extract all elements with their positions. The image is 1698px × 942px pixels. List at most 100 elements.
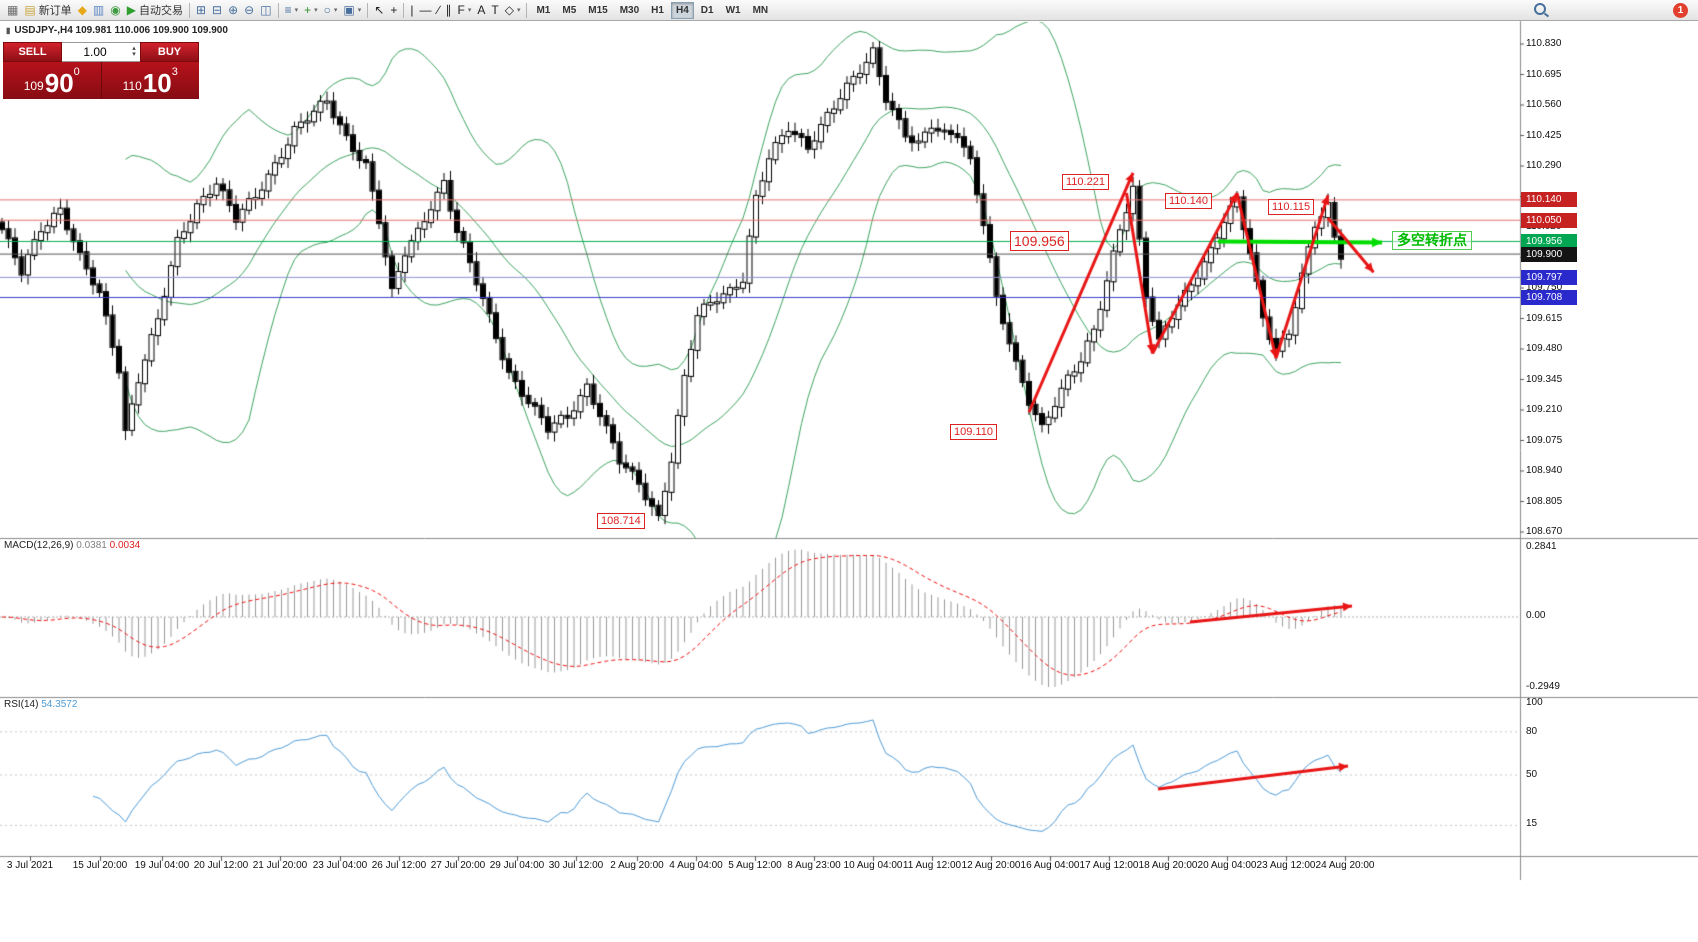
new-order-button-label: 新订单	[38, 5, 72, 17]
dropdown-arrow-icon: ▾	[333, 7, 338, 14]
period-clock-icon[interactable]: ○ ▾	[321, 1, 341, 19]
auto-trading-button[interactable]: ▶ 自动交易	[124, 1, 186, 19]
chart-shift-icon[interactable]: ▣ ▾	[340, 1, 364, 19]
time-axis-label: 20 Aug 04:00	[1197, 860, 1257, 871]
volume-up-icon[interactable]: ▴	[132, 45, 136, 52]
dropdown-arrow-icon: ▾	[516, 7, 521, 14]
trade-panel-top-row: SELL ▴ ▾ BUY	[3, 42, 199, 62]
chart-type-icon[interactable]: ≡ ▾	[282, 1, 302, 19]
search-icon[interactable]	[1531, 1, 1553, 19]
fibonacci-icon: F	[457, 3, 465, 17]
price-callout[interactable]: 110.221	[1062, 174, 1109, 190]
crosshair-icon: +	[390, 3, 398, 17]
symbol-ohlc-text: USDJPY-,H4 109.981 110.006 109.900 109.9…	[14, 25, 228, 36]
chart-window-icon[interactable]: ▦	[4, 1, 21, 19]
timeframe-h1[interactable]: H1	[646, 2, 669, 19]
price-badge: 109.797	[1521, 269, 1577, 285]
auto-trading-button-label: 自动交易	[138, 5, 183, 17]
templates-icon: ⊟	[212, 3, 223, 17]
macd-indicator-label: MACD(12,26,9) 0.0381 0.0034	[4, 540, 141, 551]
price-axis-label: 110.695	[1526, 68, 1562, 80]
price-axis-label: 109.075	[1526, 434, 1563, 446]
shapes-icon: ◇	[504, 3, 514, 17]
macd-axis-label: -0.2949	[1526, 681, 1560, 692]
price-divider	[100, 62, 102, 99]
buy-button[interactable]: BUY	[140, 42, 199, 62]
period-clock-icon: ○	[323, 3, 331, 17]
time-axis-label: 3 Jul 2021	[6, 860, 54, 871]
dropdown-arrow-icon: ▾	[467, 7, 472, 14]
toolbar: ▦ ▤ 新订单 ◆ ▥ ◉ ▶ 自动交易 ⊞ ⊟ ⊕ ⊖ ◫ ≡ ▾ + ▾ ○ ▾ ▣ ▾ ↖ + | — ∕ ∥ F ▾ A T ◇ ▾ M…	[0, 0, 1698, 21]
time-axis-label: 16 Aug 04:00	[1020, 860, 1080, 871]
price-callout[interactable]: 110.140	[1165, 193, 1212, 209]
price-axis-label: 109.750	[1526, 282, 1563, 293]
time-axis-label: 21 Jul 20:00	[252, 860, 308, 871]
price-callout[interactable]: 108.714	[597, 513, 645, 529]
vertical-line-icon[interactable]: |	[407, 1, 416, 19]
sell-price[interactable]: 109 90 0	[23, 66, 80, 98]
new-chart-icon: +	[304, 3, 312, 17]
timeframe-m15[interactable]: M15	[583, 2, 612, 19]
trendline-icon: ∕	[437, 3, 440, 17]
timeframe-m5[interactable]: M5	[557, 2, 581, 19]
auto-trading-button: ▶	[126, 3, 136, 17]
time-axis-label: 15 Jul 20:00	[72, 860, 128, 871]
time-axis-label: 23 Aug 12:00	[1256, 860, 1316, 871]
timeframe-mn[interactable]: MN	[748, 2, 774, 19]
shapes-icon[interactable]: ◇ ▾	[502, 1, 524, 19]
timeframe-d1[interactable]: D1	[696, 2, 719, 19]
volume-spinner: ▴ ▾	[128, 45, 140, 58]
timeframe-buttons: M1 M5 M15 M30 H1 H4 D1 W1 MN	[530, 1, 774, 19]
templates-icon[interactable]: ⊟	[209, 1, 225, 19]
new-chart-icon[interactable]: + ▾	[301, 1, 321, 19]
symbol-info: ▮ USDJPY-,H4 109.981 110.006 109.900 109…	[6, 25, 228, 36]
tile-windows-icon[interactable]: ◫	[257, 1, 274, 19]
trendline-icon[interactable]: ∕	[434, 1, 442, 19]
price-callout[interactable]: 110.115	[1268, 199, 1315, 215]
volume-down-icon[interactable]: ▾	[132, 51, 136, 58]
toolbar-separator	[188, 2, 190, 18]
dropdown-arrow-icon: ▾	[314, 7, 318, 14]
cursor-icon: ↖	[374, 3, 385, 17]
toolbar-separator	[526, 2, 528, 18]
notification-badge[interactable]: 1	[1673, 2, 1688, 18]
time-axis-label: 24 Aug 20:00	[1315, 860, 1375, 871]
horizontal-line-icon[interactable]: —	[416, 1, 434, 19]
dropdown-arrow-icon: ▾	[294, 7, 299, 14]
turning-point-label[interactable]: 多空转折点	[1392, 231, 1472, 250]
zoom-out-icon[interactable]: ⊖	[241, 1, 257, 19]
time-axis-label: 10 Aug 04:00	[843, 860, 903, 871]
navigator-icon[interactable]: ◉	[107, 1, 123, 19]
price-axis-label: 108.670	[1526, 526, 1563, 537]
text-icon[interactable]: A	[474, 1, 488, 19]
timeframe-m1[interactable]: M1	[531, 2, 555, 19]
sell-button[interactable]: SELL	[3, 42, 62, 62]
price-callout[interactable]: 109.956	[1010, 231, 1069, 251]
time-axis-label: 5 Aug 12:00	[728, 860, 782, 871]
volume-input[interactable]	[62, 44, 128, 60]
channel-icon[interactable]: ∥	[442, 1, 454, 19]
zoom-in-icon[interactable]: ⊕	[225, 1, 241, 19]
bid-ask-display: 109 90 0 110 10 3	[3, 62, 199, 99]
chart-shift-icon: ▣	[343, 3, 355, 17]
market-watch-icon[interactable]: ◆	[75, 1, 90, 19]
new-order-button[interactable]: ▤ 新订单	[21, 1, 74, 19]
crosshair-icon[interactable]: +	[387, 1, 400, 19]
fibonacci-icon[interactable]: F ▾	[454, 1, 474, 19]
cursor-icon[interactable]: ↖	[371, 1, 387, 19]
text-label-icon[interactable]: T	[488, 1, 501, 19]
timeframe-h4[interactable]: H4	[670, 1, 694, 19]
buy-price[interactable]: 110 10 3	[122, 66, 178, 98]
data-window-icon[interactable]: ▥	[90, 1, 107, 19]
toolbar-separator	[403, 2, 405, 18]
dropdown-arrow-icon: ▾	[357, 7, 362, 14]
timeframe-m30[interactable]: M30	[615, 2, 644, 19]
price-axis-label: 110.290	[1526, 160, 1562, 171]
timeframe-w1[interactable]: W1	[721, 2, 746, 19]
indicators-icon[interactable]: ⊞	[193, 1, 209, 19]
price-callout[interactable]: 109.110	[950, 424, 997, 440]
time-axis-label: 2 Aug 20:00	[610, 860, 664, 871]
price-badge: 109.900	[1521, 246, 1577, 262]
